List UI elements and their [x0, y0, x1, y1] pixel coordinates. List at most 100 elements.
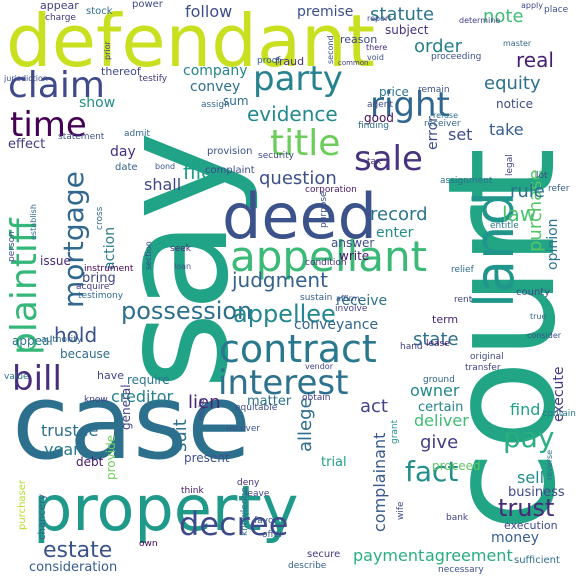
word-take: take: [489, 120, 524, 139]
word-obtain: obtain: [302, 393, 331, 403]
word-corporation: corporation: [305, 185, 357, 195]
word-estate: estate: [43, 538, 113, 563]
word-consider: consider: [527, 331, 562, 340]
word-title: title: [270, 123, 341, 164]
word-statute: statute: [370, 4, 435, 25]
word-lot: lot: [536, 171, 548, 181]
word-equitable: equitable: [235, 403, 278, 413]
word-possession: possession: [121, 297, 253, 325]
word-bill: bill: [12, 359, 62, 399]
word-admit: admit: [124, 129, 151, 139]
word-state: state: [413, 329, 459, 350]
word-sustain: sustain: [300, 293, 333, 303]
word-purchaser: purchaser: [17, 479, 28, 530]
word-property: property: [33, 472, 299, 545]
word-equity: equity: [484, 73, 541, 94]
word-bond: bond: [155, 162, 176, 171]
word-apply: apply: [521, 1, 544, 10]
word-note: note: [483, 6, 524, 27]
word-bring: bring: [82, 271, 116, 286]
word-jurisdiction: jurisdiction: [4, 74, 48, 83]
word-report: report: [367, 14, 392, 23]
word-statement: statement: [58, 132, 105, 142]
word-require: require: [127, 373, 170, 387]
word-suit: suit: [170, 419, 191, 452]
word-necessary: necessary: [438, 565, 484, 575]
word-interest: interest: [218, 363, 349, 403]
word-year: year: [44, 440, 80, 459]
word-transfer: transfer: [465, 363, 501, 373]
word-party: party: [253, 59, 343, 99]
word-provision: provision: [207, 146, 253, 157]
word-right: right: [370, 85, 450, 125]
word-shall: shall: [144, 175, 182, 194]
word-sale: sale: [354, 139, 423, 179]
word-law: law: [502, 202, 537, 226]
word-assign: assign: [201, 100, 230, 110]
word-person: person: [7, 231, 17, 262]
word-case: case: [12, 361, 252, 483]
word-refer: refer: [548, 184, 570, 194]
word-real: real: [516, 48, 554, 72]
word-order: order: [414, 36, 462, 57]
word-trustee: trustee: [41, 421, 99, 440]
word-trial: trial: [321, 455, 347, 470]
word-evidence: evidence: [247, 102, 338, 126]
word-claim: claim: [8, 65, 105, 106]
word-rent: rent: [454, 295, 473, 305]
word-trust: trust: [498, 494, 555, 522]
word-secure: secure: [307, 549, 341, 560]
word-deny: deny: [237, 478, 260, 488]
word-thereof: thereof: [101, 65, 141, 78]
word-certain: certain: [418, 400, 464, 415]
word-wife: wife: [396, 501, 406, 520]
word-contain: contain: [542, 409, 576, 419]
word-agreement: agreement: [425, 546, 513, 565]
word-master: master: [503, 39, 532, 48]
word-grant: grant: [390, 419, 400, 444]
word-receiver: receiver: [424, 119, 461, 129]
word-follow: follow: [185, 2, 233, 21]
word-appellee: appellee: [233, 300, 336, 328]
word-knowledge: knowledge: [240, 487, 250, 536]
word-value: value: [4, 372, 29, 382]
word-debt: debt: [76, 455, 104, 469]
word-testify: testify: [139, 74, 168, 84]
word-establish: establish: [29, 204, 38, 240]
word-void: void: [367, 53, 384, 62]
word-issue: issue: [40, 254, 71, 268]
word-entitle: entitle: [490, 221, 519, 231]
word-effect: effect: [8, 137, 46, 152]
word-loan: loan: [174, 262, 192, 271]
word-finding: finding: [358, 121, 390, 131]
word-bank: bank: [446, 513, 469, 523]
word-enter: enter: [376, 225, 414, 241]
word-appear: appear: [40, 0, 79, 12]
word-reason: reason: [340, 33, 378, 46]
word-judgment: judgment: [232, 268, 328, 292]
word-premise: premise: [297, 4, 354, 20]
word-second: second: [326, 35, 335, 64]
word-allege: allege: [295, 397, 316, 452]
word-have: have: [97, 369, 124, 382]
word-date: date: [115, 162, 138, 173]
word-seek: seek: [170, 244, 191, 254]
word-security: security: [258, 151, 294, 161]
word-deliver: deliver: [414, 411, 469, 430]
word-record: record: [370, 204, 428, 225]
word-legal: legal: [505, 154, 515, 176]
word-find: find: [510, 400, 541, 419]
word-authority: authority: [41, 335, 83, 345]
word-assignment: assignment: [440, 176, 493, 186]
word-owner: owner: [410, 381, 460, 400]
word-section: section: [144, 241, 153, 270]
word-fraud: fraud: [275, 55, 305, 68]
word-convey: convey: [190, 79, 241, 95]
word-make: make: [197, 398, 206, 420]
word-subject: subject: [385, 23, 429, 37]
word-business: business: [508, 485, 565, 500]
word-defendant: defendant: [6, 0, 375, 83]
word-give: give: [420, 432, 459, 453]
word-proceeding: proceeding: [431, 52, 482, 62]
word-act: act: [360, 396, 388, 417]
